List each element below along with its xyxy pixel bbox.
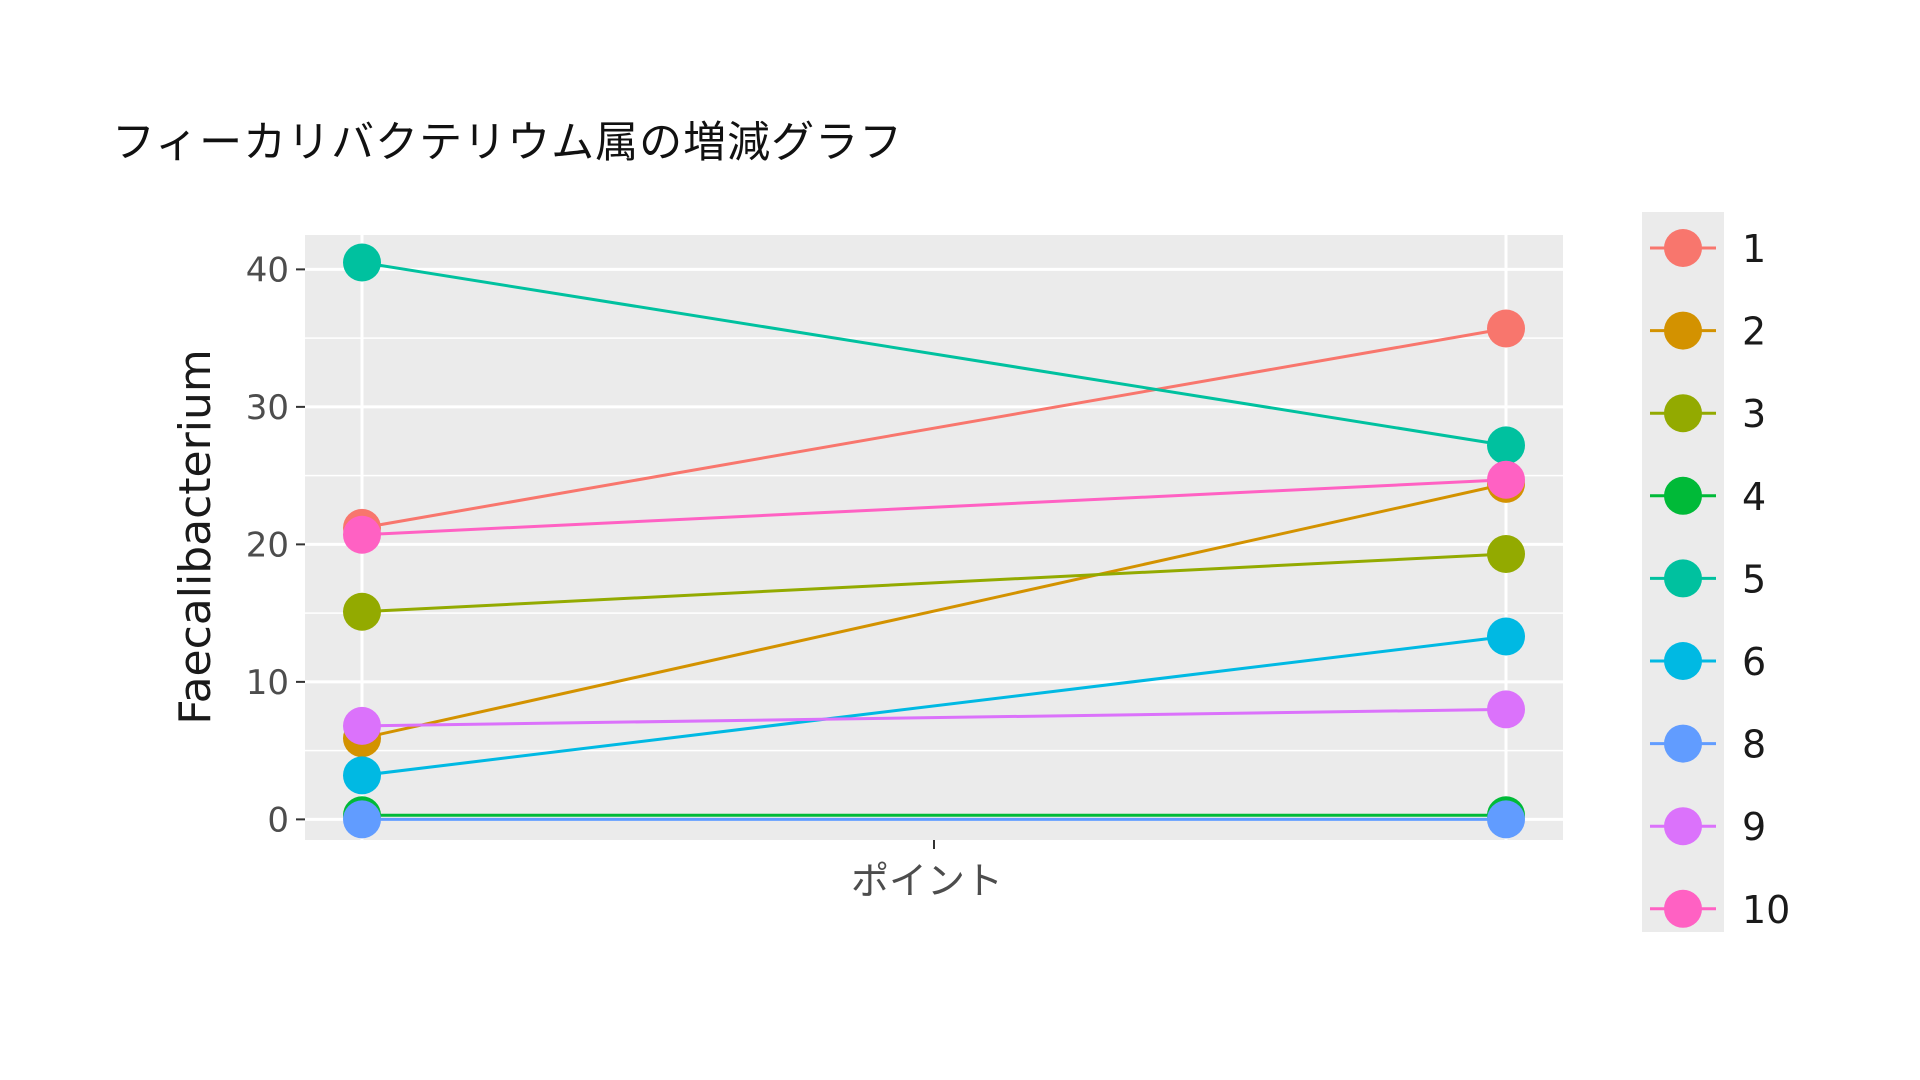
x-axis: ポイント (851, 840, 1003, 903)
minor-gridlines (305, 337, 1563, 752)
y-tick-label: 30 (246, 388, 289, 428)
legend-label-9: 9 (1742, 805, 1766, 849)
legend-key-point-6 (1664, 642, 1702, 680)
legend-key-point-4 (1664, 476, 1702, 515)
x-tick-label: ポイント (851, 859, 1003, 903)
data-point-8-1 (343, 800, 381, 839)
legend-label-3: 3 (1742, 392, 1766, 436)
legend: 1 2 3 4 5 6 8 9 10 (1650, 227, 1790, 932)
series-line-9 (361, 707, 1507, 728)
data-point-9-2 (1487, 690, 1525, 729)
slide-title: フィーカリバクテリウム属の増減グラフ (112, 118, 904, 168)
data-point-5-2 (1487, 426, 1525, 465)
y-axis-title: Faecalibacterium (170, 349, 221, 724)
legend-key-point-3 (1664, 394, 1702, 433)
y-tick-label: 10 (246, 663, 289, 703)
series-line-6 (361, 635, 1507, 777)
legend-label-1: 1 (1742, 227, 1766, 271)
legend-label-10: 10 (1742, 888, 1790, 932)
legend-key-point-8 (1664, 724, 1702, 763)
data-point-9-1 (343, 706, 381, 745)
data-point-1-2 (1487, 309, 1525, 348)
data-point-5-1 (343, 243, 381, 282)
legend-label-5: 5 (1742, 557, 1766, 601)
data-point-8-2 (1487, 800, 1525, 839)
y-tick-label: 40 (246, 250, 289, 290)
plot-panel-background (305, 235, 1563, 840)
data-point-3-1 (343, 592, 381, 631)
y-axis: 0 10 20 30 40 (246, 250, 305, 840)
y-tick-label: 0 (267, 800, 289, 840)
legend-key-point-2 (1664, 311, 1702, 350)
y-tick-label: 20 (246, 525, 289, 565)
series-lines (361, 261, 1507, 821)
series-line-1 (361, 327, 1507, 530)
data-point-10-1 (343, 515, 381, 554)
legend-key-point-5 (1664, 559, 1702, 598)
legend-key-point-9 (1664, 807, 1702, 846)
legend-label-2: 2 (1742, 310, 1766, 354)
series-line-2 (361, 482, 1507, 740)
legend-label-4: 4 (1742, 475, 1766, 519)
legend-key-point-1 (1664, 229, 1702, 267)
data-point-6-1 (343, 756, 381, 795)
data-point-6-2 (1487, 617, 1525, 656)
legend-label-6: 6 (1742, 640, 1766, 684)
data-point-10-2 (1487, 460, 1525, 499)
series-line-10 (361, 478, 1507, 537)
data-point-3-2 (1487, 535, 1525, 573)
series-points (343, 243, 1525, 839)
series-line-3 (361, 552, 1507, 614)
legend-label-8: 8 (1742, 723, 1766, 767)
series-line-5 (361, 261, 1507, 447)
legend-key-point-10 (1664, 889, 1702, 928)
